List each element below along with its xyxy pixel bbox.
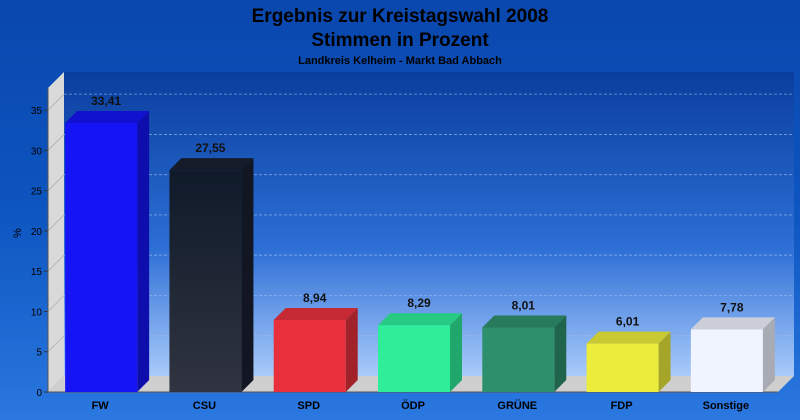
category-label: Sonstige: [703, 400, 749, 412]
bar-fw: [65, 110, 150, 392]
plot-area: 0 5 10 15 20 25 30 35 33,41 FW 27,55 CSU 8,94 SPD 8,29…: [31, 72, 794, 412]
chart-title: Ergebnis zur Kreistagswahl 2008: [252, 6, 549, 27]
bar-fdp: [586, 331, 671, 392]
grid-line-wall: [47, 134, 65, 151]
bar-front: [378, 325, 450, 392]
y-tick-label: 0: [36, 388, 42, 399]
y-tick-label: 10: [31, 307, 43, 318]
category-label: ÖDP: [401, 399, 425, 412]
value-label: 33,41: [91, 94, 121, 108]
category-label: FW: [92, 400, 110, 412]
y-tick-label: 25: [31, 187, 43, 198]
bar-side: [450, 313, 462, 392]
bar-sonstige: [690, 317, 775, 392]
category-label: FDP: [611, 400, 633, 412]
bar-front: [482, 327, 555, 392]
bar-side: [554, 315, 567, 392]
bar-front: [169, 170, 242, 392]
bar-front: [690, 329, 763, 392]
bar-top: [169, 158, 254, 171]
category-label: SPD: [297, 400, 320, 412]
grid-line-wall: [47, 93, 65, 111]
grid-line-wall: [47, 174, 65, 191]
y-tick-label: 20: [31, 227, 43, 238]
bar-top: [586, 331, 671, 344]
y-tick-label: 5: [36, 348, 42, 359]
bar-spd: [273, 308, 358, 392]
grid-line-wall: [47, 335, 65, 353]
grid-line-wall: [47, 214, 65, 232]
bar-side: [762, 317, 775, 392]
bar-side: [241, 158, 254, 392]
value-label: 8,29: [407, 296, 431, 310]
value-label: 7,78: [720, 300, 744, 314]
chart-subtitle: Landkreis Kelheim - Markt Bad Abbach: [298, 55, 502, 67]
grid-line-wall: [47, 254, 65, 272]
bar-grune: [482, 315, 567, 392]
value-label: 27,55: [195, 141, 225, 155]
grid-line-wall: [47, 295, 65, 312]
plot-left-wall: [48, 72, 64, 392]
value-label: 8,94: [303, 291, 327, 305]
value-label: 6,01: [616, 315, 640, 329]
bar-top: [690, 317, 775, 330]
bar-top: [273, 308, 358, 321]
bar-front: [273, 320, 346, 392]
y-tick-label: 30: [31, 146, 43, 157]
bar-side: [137, 110, 150, 392]
y-tick-label: 35: [31, 106, 43, 117]
value-label: 8,01: [512, 298, 536, 312]
bar-side: [658, 331, 671, 392]
bar-front: [65, 122, 138, 392]
bar-top: [65, 110, 150, 123]
bar-top: [378, 313, 462, 326]
bar-front: [586, 343, 659, 392]
category-label: GRÜNE: [497, 399, 537, 412]
bar-top: [482, 315, 567, 328]
chart-title-line2: Stimmen in Prozent: [311, 30, 489, 51]
y-axis-label: %: [12, 228, 24, 238]
category-label: CSU: [193, 400, 216, 412]
bar-side: [345, 308, 358, 392]
bar-csu: [169, 158, 254, 392]
bar-odp: [378, 313, 462, 392]
y-tick-label: 15: [31, 267, 43, 278]
